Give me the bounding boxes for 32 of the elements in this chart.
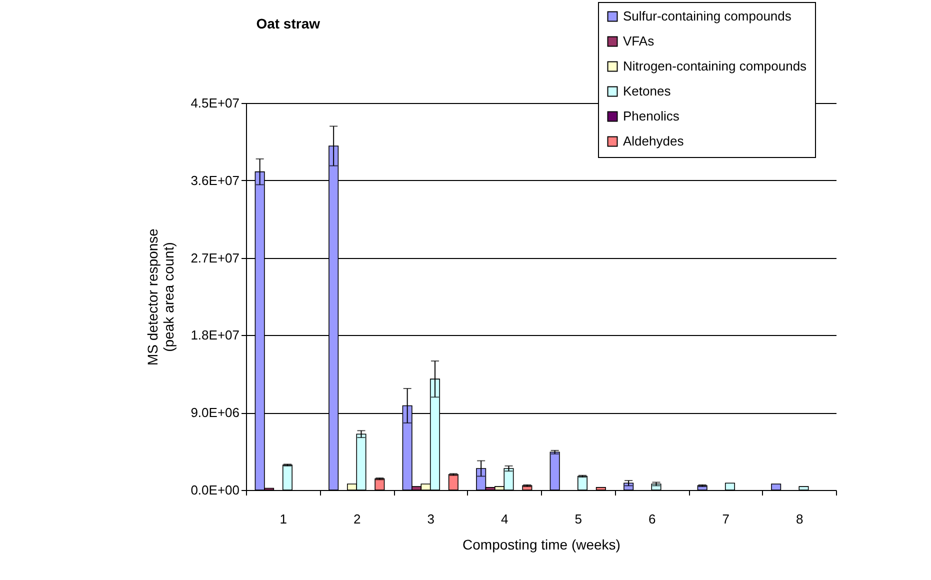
x-tick-label: 8 — [796, 512, 804, 526]
y-tick-label: 9.0E+06 — [190, 405, 240, 420]
x-tick-label: 4 — [501, 512, 508, 526]
y-tick-label: 1.8E+07 — [190, 328, 240, 343]
bar — [724, 482, 735, 490]
bar — [596, 487, 606, 490]
legend-label: Phenolics — [623, 108, 680, 124]
y-tick-label: 3.6E+07 — [190, 172, 240, 188]
bar — [577, 476, 588, 490]
x-axis-title: Composting time (weeks) — [462, 536, 620, 552]
x-tick-label: 2 — [354, 512, 361, 526]
y-tick-label: 2.7E+07 — [190, 250, 240, 266]
bar — [448, 474, 458, 490]
bar — [374, 478, 385, 490]
bar — [550, 452, 560, 490]
legend-label: Nitrogen-containing compounds — [623, 58, 808, 74]
y-tick-label: 4.5E+07 — [190, 96, 240, 110]
x-tick-label: 1 — [280, 512, 287, 526]
x-tick-label: 5 — [574, 512, 582, 526]
bar — [282, 464, 292, 490]
x-tick-label: 7 — [722, 512, 730, 526]
y-axis-title: MS detector response (peak area count) — [144, 228, 177, 366]
chart-title: Oat straw — [256, 16, 320, 32]
y-tick-label: 0.0E+00 — [190, 482, 240, 498]
bar — [798, 486, 809, 490]
legend-label: Sulfur-containing compounds — [623, 8, 792, 24]
legend-label: Ketones — [623, 84, 672, 98]
bar — [771, 484, 782, 490]
legend-label: VFAs — [623, 34, 655, 48]
x-tick-label: 3 — [427, 512, 434, 526]
legend-label: Aldehydes — [623, 134, 684, 148]
x-tick-label: 6 — [648, 512, 656, 526]
